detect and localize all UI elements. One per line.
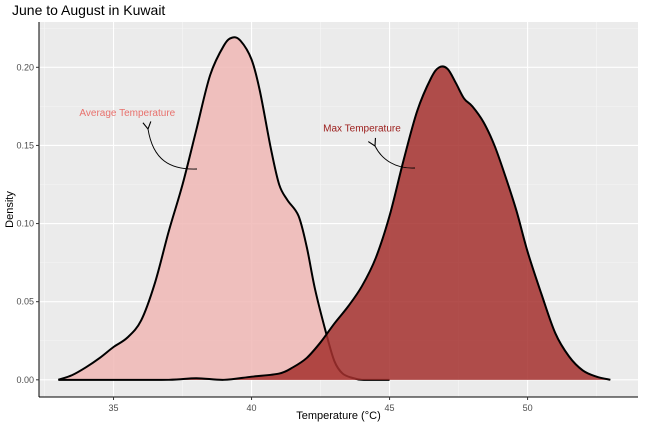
annotation-label: Max Temperature (323, 123, 401, 134)
y-tick-label: 0.10 (16, 219, 34, 229)
density-areas (58, 36, 611, 381)
y-tick-label: 0.15 (16, 140, 34, 150)
density-fill-1 (58, 66, 611, 380)
x-axis-title: Temperature (°C) (296, 410, 380, 422)
axes (36, 22, 638, 400)
density-line-1 (58, 65, 611, 381)
x-tick-label: 45 (385, 403, 395, 413)
density-fill-0 (58, 37, 390, 380)
x-tick-label: 50 (523, 403, 533, 413)
y-axis-title: Density (4, 191, 16, 228)
x-tick-label: 35 (109, 403, 119, 413)
x-tick-label: 40 (247, 403, 257, 413)
annotation-arrow-max (367, 137, 416, 169)
annotation-label: Average Temperature (79, 108, 175, 119)
tick-labels: 35 40 45 50 0.00 0.05 0.10 0.15 0.20 (16, 62, 532, 413)
y-tick-label: 0.20 (16, 62, 34, 72)
y-tick-label: 0.05 (16, 297, 34, 307)
chart-title: June to August in Kuwait (12, 2, 166, 18)
annotation-arrows (142, 121, 416, 170)
annotation-labels: Average Temperature Max Temperature (79, 108, 401, 135)
y-tick-label: 0.00 (16, 375, 34, 385)
annotation-arrow-average (142, 121, 198, 170)
